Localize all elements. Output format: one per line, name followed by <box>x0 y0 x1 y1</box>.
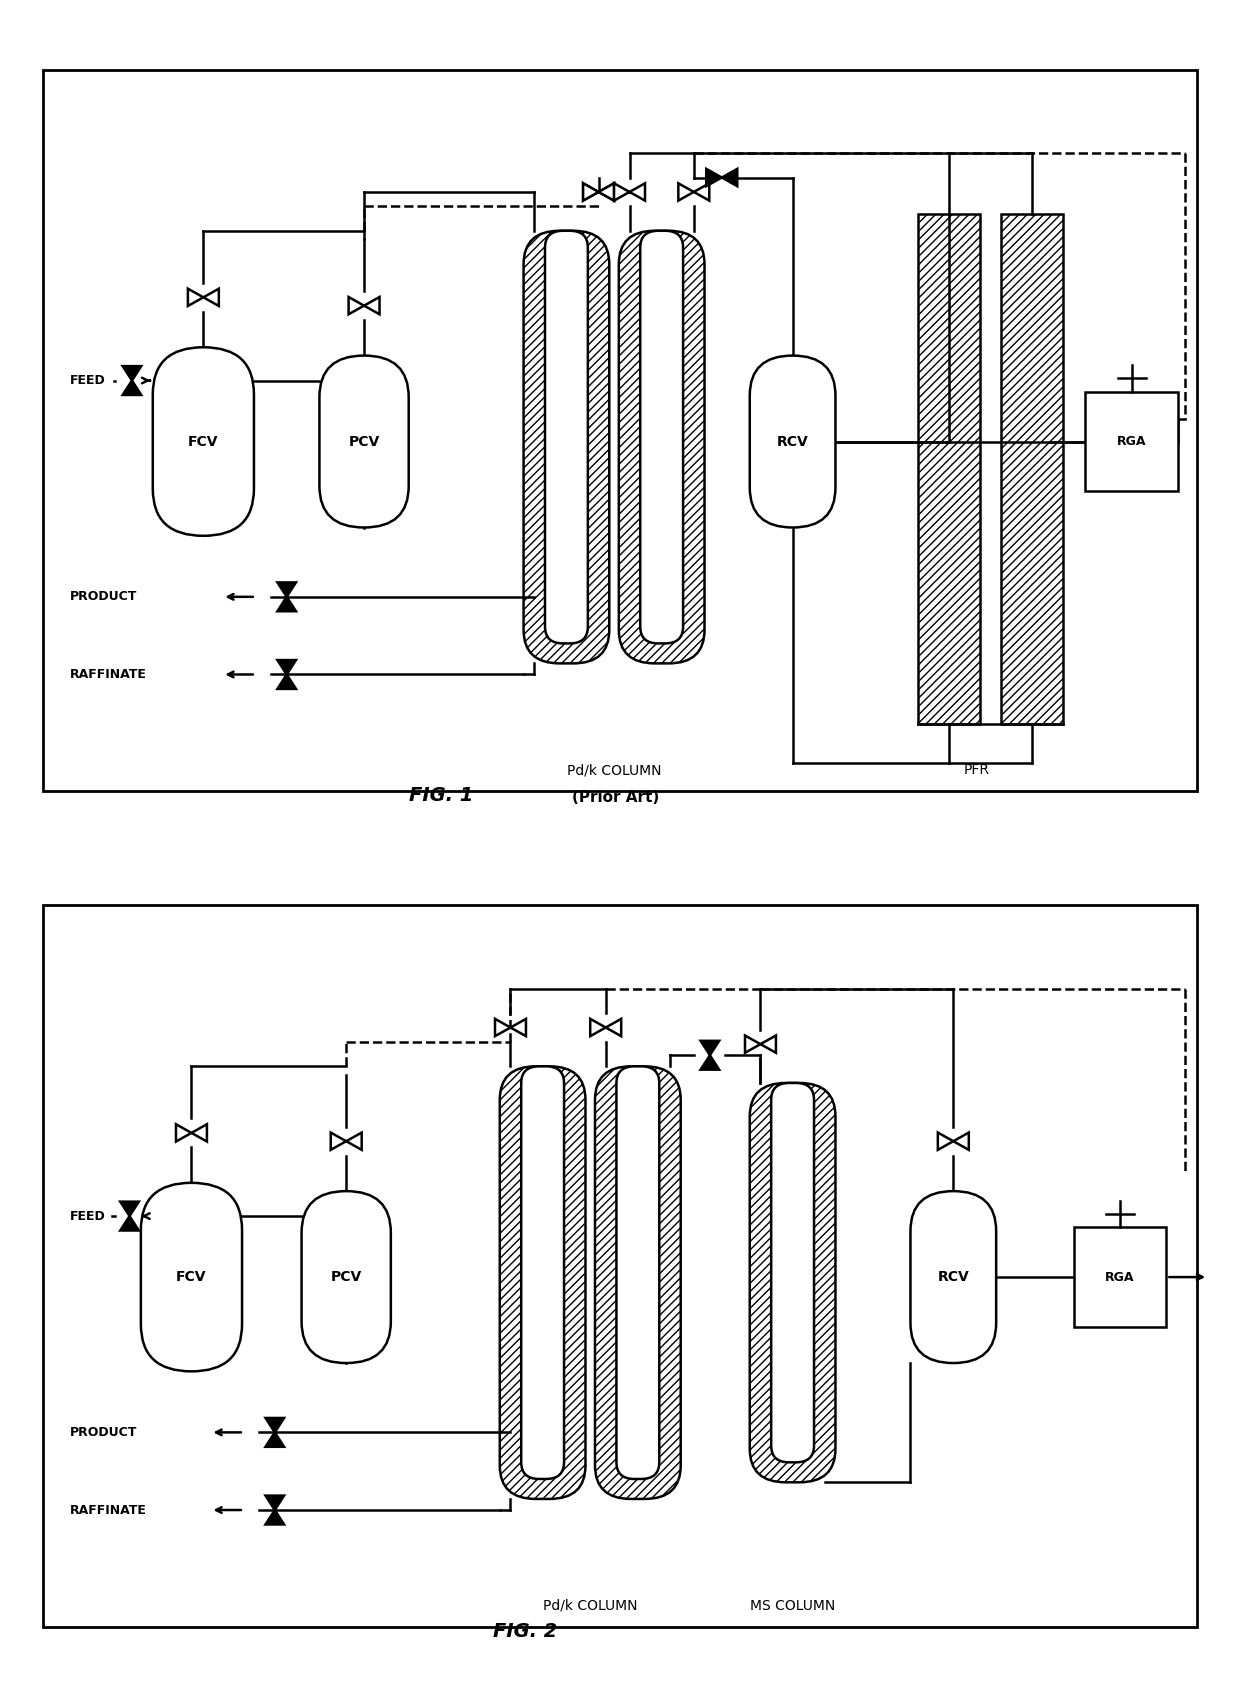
Polygon shape <box>331 1133 346 1150</box>
Polygon shape <box>678 184 694 201</box>
Polygon shape <box>590 1020 605 1036</box>
Text: FEED: FEED <box>69 1210 105 1222</box>
Text: MS COLUMN: MS COLUMN <box>750 1599 836 1612</box>
Polygon shape <box>346 1133 362 1150</box>
Polygon shape <box>605 1020 621 1036</box>
Bar <box>1001 214 1063 724</box>
Text: FIG. 2: FIG. 2 <box>492 1622 557 1641</box>
Bar <box>918 214 980 724</box>
Polygon shape <box>722 169 738 186</box>
FancyBboxPatch shape <box>750 356 836 527</box>
FancyBboxPatch shape <box>640 231 683 643</box>
FancyBboxPatch shape <box>771 1084 813 1462</box>
Bar <box>1074 1227 1167 1327</box>
Polygon shape <box>203 289 218 306</box>
Text: PCV: PCV <box>331 1269 362 1285</box>
Polygon shape <box>599 184 614 201</box>
Polygon shape <box>278 582 296 598</box>
Polygon shape <box>120 1202 139 1215</box>
Text: PRODUCT: PRODUCT <box>69 591 138 603</box>
FancyBboxPatch shape <box>153 348 254 535</box>
FancyBboxPatch shape <box>619 231 704 663</box>
FancyBboxPatch shape <box>750 1084 836 1482</box>
FancyBboxPatch shape <box>521 1067 564 1479</box>
Polygon shape <box>760 1035 776 1053</box>
Polygon shape <box>511 1020 526 1036</box>
Polygon shape <box>278 675 296 689</box>
FancyBboxPatch shape <box>546 231 588 643</box>
Polygon shape <box>599 184 614 201</box>
Text: PCV: PCV <box>348 434 379 449</box>
Polygon shape <box>123 380 141 395</box>
Polygon shape <box>630 184 645 201</box>
Polygon shape <box>707 169 722 186</box>
Polygon shape <box>694 184 709 201</box>
Text: FIG. 1: FIG. 1 <box>409 787 474 805</box>
Polygon shape <box>120 1215 139 1231</box>
Text: FCV: FCV <box>176 1269 207 1285</box>
Text: RGA: RGA <box>1105 1271 1135 1283</box>
Text: PRODUCT: PRODUCT <box>69 1426 138 1438</box>
Polygon shape <box>365 297 379 314</box>
Polygon shape <box>176 1124 191 1141</box>
FancyBboxPatch shape <box>595 1067 681 1499</box>
Polygon shape <box>123 366 141 380</box>
FancyBboxPatch shape <box>523 231 609 663</box>
FancyBboxPatch shape <box>500 1067 585 1499</box>
Polygon shape <box>265 1418 284 1433</box>
Text: RGA: RGA <box>1117 436 1147 447</box>
Text: RAFFINATE: RAFFINATE <box>69 668 146 680</box>
Polygon shape <box>278 598 296 611</box>
Text: (Prior Art): (Prior Art) <box>573 790 660 805</box>
Polygon shape <box>495 1020 511 1036</box>
Text: FCV: FCV <box>188 434 218 449</box>
Polygon shape <box>701 1055 719 1070</box>
Text: Pd/k COLUMN: Pd/k COLUMN <box>543 1599 637 1612</box>
Polygon shape <box>614 184 630 201</box>
Polygon shape <box>954 1133 968 1150</box>
Polygon shape <box>265 1496 284 1511</box>
Text: Pd/k COLUMN: Pd/k COLUMN <box>567 763 661 776</box>
Polygon shape <box>265 1433 284 1447</box>
Polygon shape <box>583 184 599 201</box>
Polygon shape <box>583 184 599 201</box>
Text: RCV: RCV <box>776 434 808 449</box>
FancyBboxPatch shape <box>141 1183 242 1371</box>
Polygon shape <box>937 1133 954 1150</box>
Polygon shape <box>278 660 296 675</box>
Text: FEED: FEED <box>69 375 105 387</box>
FancyBboxPatch shape <box>616 1067 660 1479</box>
Bar <box>1085 392 1178 491</box>
Polygon shape <box>348 297 365 314</box>
Polygon shape <box>191 1124 207 1141</box>
FancyBboxPatch shape <box>301 1192 391 1364</box>
Polygon shape <box>188 289 203 306</box>
Polygon shape <box>265 1511 284 1524</box>
Text: RCV: RCV <box>937 1269 970 1285</box>
Text: PFR: PFR <box>965 763 990 776</box>
Polygon shape <box>745 1035 760 1053</box>
Polygon shape <box>701 1041 719 1055</box>
Text: RAFFINATE: RAFFINATE <box>69 1504 146 1516</box>
FancyBboxPatch shape <box>320 356 409 527</box>
FancyBboxPatch shape <box>910 1192 996 1364</box>
